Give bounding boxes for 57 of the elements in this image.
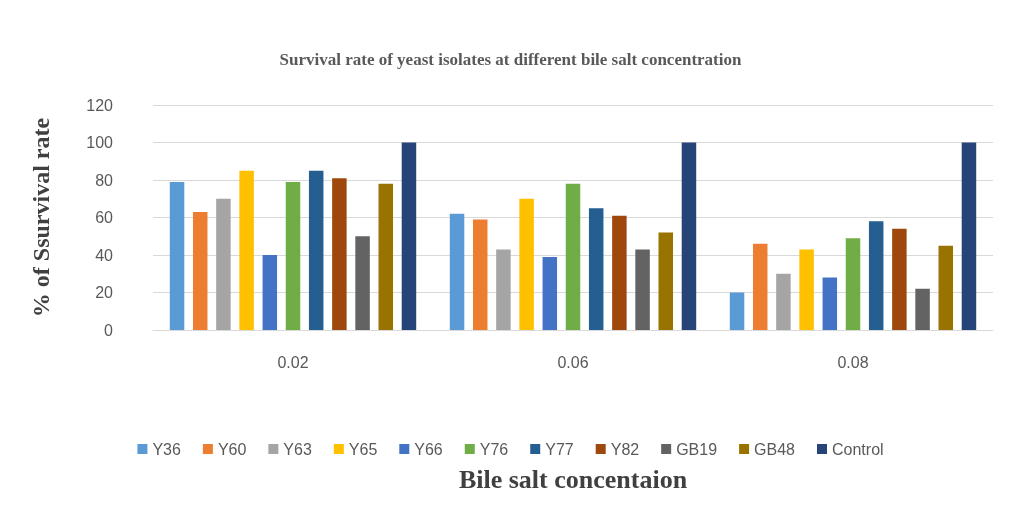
bar xyxy=(868,221,884,330)
bar xyxy=(612,215,627,330)
x-tick-label: 0.02 xyxy=(277,353,309,371)
y-tick-label: 0 xyxy=(104,321,114,339)
bar xyxy=(938,245,954,330)
legend-label: Y77 xyxy=(545,440,574,458)
legend-label: Y60 xyxy=(217,440,247,458)
chart-title: Survival rate of yeast isolates at different bile salt concentration xyxy=(279,50,742,69)
bar xyxy=(192,211,208,330)
bar xyxy=(588,208,604,330)
y-tick-label: 40 xyxy=(95,246,114,264)
bar xyxy=(752,243,768,330)
legend-label: Y82 xyxy=(610,440,640,458)
legend-label: GB19 xyxy=(676,440,718,458)
bar xyxy=(961,142,977,330)
bar xyxy=(378,183,394,330)
y-tick-label: 100 xyxy=(86,134,114,151)
bar xyxy=(496,249,511,330)
legend-label: Y76 xyxy=(479,440,509,458)
bar xyxy=(449,213,465,330)
bar xyxy=(239,170,254,330)
x-tick-label: 0.06 xyxy=(557,353,589,371)
bar xyxy=(635,249,650,330)
x-axis-title: Bile salt concentaion xyxy=(458,464,688,494)
legend-label: Y36 xyxy=(152,440,181,458)
bar xyxy=(822,277,838,330)
bar xyxy=(565,183,581,330)
legend-label: Control xyxy=(832,440,884,458)
bar xyxy=(308,170,324,330)
legend-label: Y65 xyxy=(348,440,378,458)
y-tick-label: 80 xyxy=(95,171,114,189)
bar xyxy=(776,273,791,330)
bar xyxy=(285,181,301,330)
y-tick-label: 60 xyxy=(95,209,114,226)
bar xyxy=(401,142,417,330)
bar xyxy=(681,142,697,330)
bar xyxy=(915,288,930,330)
bar xyxy=(169,181,185,330)
y-tick-label: 20 xyxy=(95,284,114,301)
bar xyxy=(355,236,370,330)
bar xyxy=(892,228,907,330)
bar xyxy=(799,249,814,330)
bar xyxy=(542,256,558,330)
x-tick-label: 0.08 xyxy=(837,353,869,371)
y-tick-label: 120 xyxy=(86,96,114,114)
legend-label: GB48 xyxy=(754,440,796,458)
bar xyxy=(729,292,745,330)
legend-label: Y63 xyxy=(283,440,312,458)
bar xyxy=(519,198,534,330)
bar xyxy=(472,219,488,330)
y-axis-title: % of Ssurvival rate xyxy=(28,117,54,318)
legend-label: Y66 xyxy=(414,440,443,458)
bar xyxy=(216,198,231,330)
bar xyxy=(658,232,674,330)
bar xyxy=(262,255,278,330)
bar xyxy=(332,178,347,330)
bar xyxy=(845,238,861,330)
